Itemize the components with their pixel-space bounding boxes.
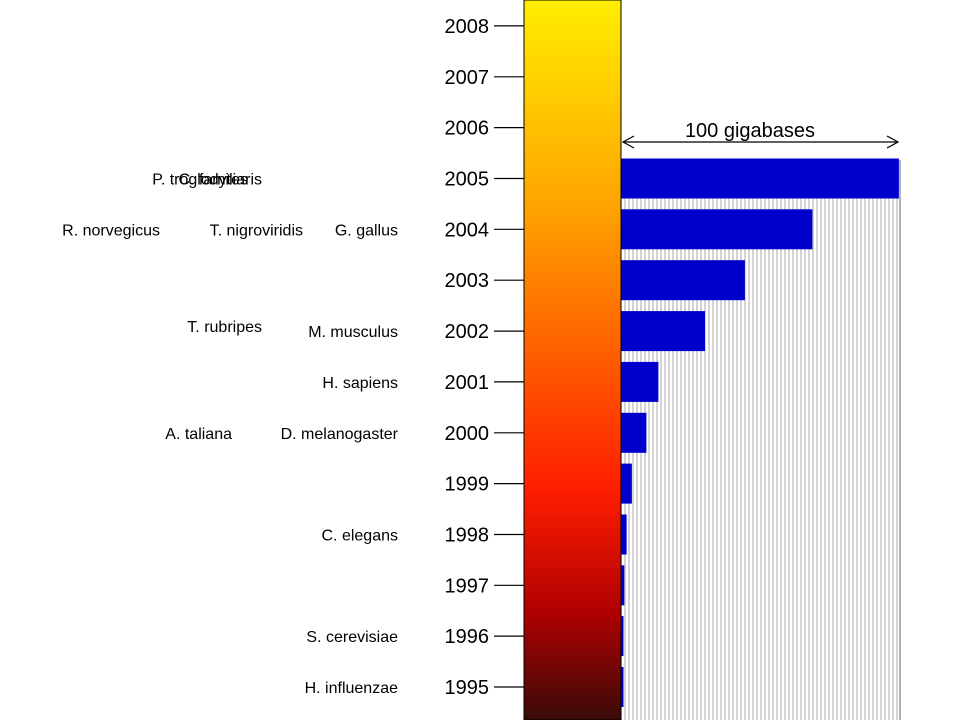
year-label-2002: 2002	[445, 321, 490, 343]
year-label-2007: 2007	[445, 67, 490, 89]
bar-2002	[621, 311, 705, 352]
year-label-2005: 2005	[445, 169, 490, 191]
year-label-2004: 2004	[445, 219, 490, 241]
bars-group	[621, 158, 899, 707]
year-label-2003: 2003	[445, 270, 490, 292]
species-label: D. melanogaster	[281, 426, 399, 443]
year-label-2008: 2008	[445, 16, 490, 38]
bar-2004	[621, 209, 813, 250]
bar-2001	[621, 361, 659, 402]
bar-1995	[621, 667, 624, 707]
species-label: P. troglodytes	[152, 172, 248, 189]
bar-2003	[621, 260, 745, 301]
scale-bar-right-arrow	[886, 135, 900, 149]
year-ticks-group	[494, 25, 524, 688]
species-label: C. familiaris	[178, 172, 262, 189]
year-label-1999: 1999	[445, 474, 490, 496]
year-label-2006: 2006	[445, 118, 490, 140]
species-label: S. cerevisiae	[306, 629, 398, 646]
species-label: G. gallus	[335, 222, 398, 239]
bar-1997	[621, 565, 625, 606]
bar-1999	[621, 463, 632, 504]
bar-1996	[621, 616, 624, 657]
year-label-1997: 1997	[445, 575, 490, 597]
species-label: T. nigroviridis	[210, 222, 303, 239]
year-label-1995: 1995	[445, 677, 490, 699]
year-label-1996: 1996	[445, 626, 490, 648]
year-label-2001: 2001	[445, 372, 490, 394]
species-label: H. sapiens	[322, 375, 398, 392]
year-label-1998: 1998	[445, 525, 490, 547]
species-label: M. musculus	[308, 324, 398, 341]
hatched-background	[620, 160, 900, 720]
bar-1998	[621, 514, 627, 555]
scale-bar-label: 100 gigabases	[685, 120, 815, 142]
scale-bar-left-arrow	[621, 135, 635, 149]
bar-2000	[621, 412, 647, 453]
bar-2005	[621, 158, 899, 199]
timeline-gradient-column	[523, 0, 622, 720]
year-label-2000: 2000	[445, 423, 490, 445]
species-label: C. elegans	[322, 528, 399, 545]
species-label: T. rubripes	[187, 319, 262, 336]
species-label: R. norvegicus	[62, 222, 160, 239]
scale-bar: 100 gigabases	[621, 120, 900, 149]
species-label: A. taliana	[165, 426, 232, 443]
species-label: H. influenzae	[305, 680, 398, 697]
year-labels-group: 2008 2007 2006 2005 2004 2003 2002 2001 2000 1999…	[445, 16, 490, 699]
